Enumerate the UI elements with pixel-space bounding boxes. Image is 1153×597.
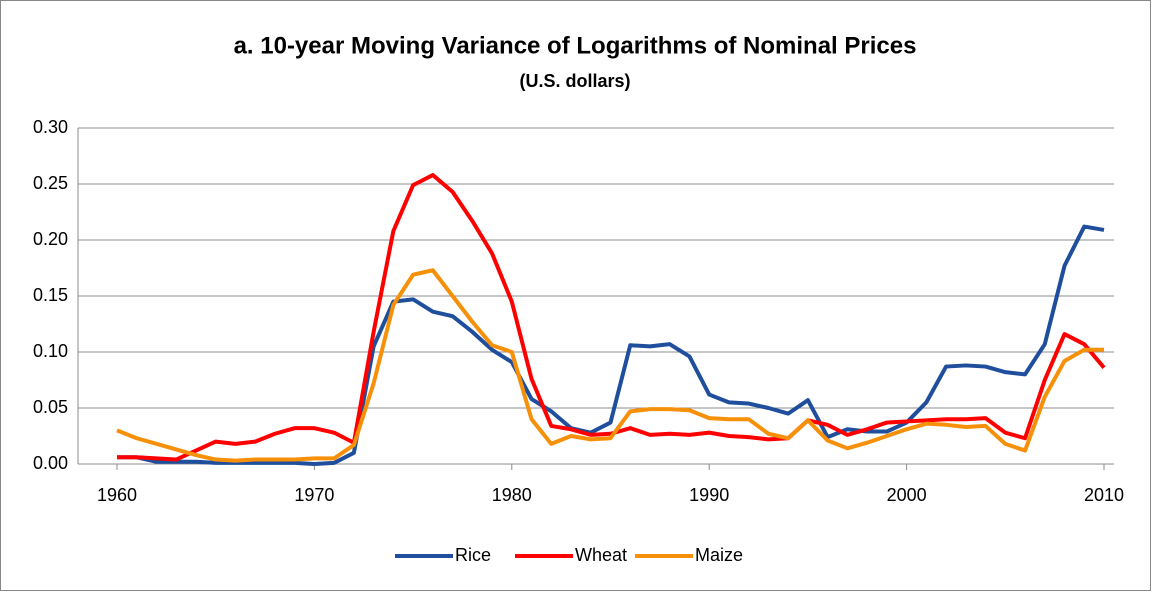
legend-label: Wheat <box>575 545 627 565</box>
x-tick-label: 1980 <box>492 485 532 505</box>
y-tick-label: 0.05 <box>33 397 68 417</box>
x-tick-label: 2000 <box>887 485 927 505</box>
legend-label: Maize <box>695 545 743 565</box>
y-tick-label: 0.25 <box>33 173 68 193</box>
x-tick-label: 1990 <box>689 485 729 505</box>
chart-subtitle: (U.S. dollars) <box>519 71 630 91</box>
line-series <box>117 224 1105 466</box>
y-tick-label: 0.10 <box>33 341 68 361</box>
y-tick-label: 0.20 <box>33 229 68 249</box>
y-tick-label: 0.00 <box>33 453 68 473</box>
chart-title: a. 10-year Moving Variance of Logarithms… <box>234 32 917 59</box>
y-tick-label: 0.15 <box>33 285 68 305</box>
y-tick-label: 0.30 <box>33 117 68 137</box>
x-tick-label: 1960 <box>97 485 137 505</box>
x-tick-label: 2010 <box>1084 485 1124 505</box>
line-series <box>117 173 1106 462</box>
x-tick-label: 1970 <box>294 485 334 505</box>
line-series <box>116 268 1104 463</box>
legend-label: Rice <box>455 545 491 565</box>
